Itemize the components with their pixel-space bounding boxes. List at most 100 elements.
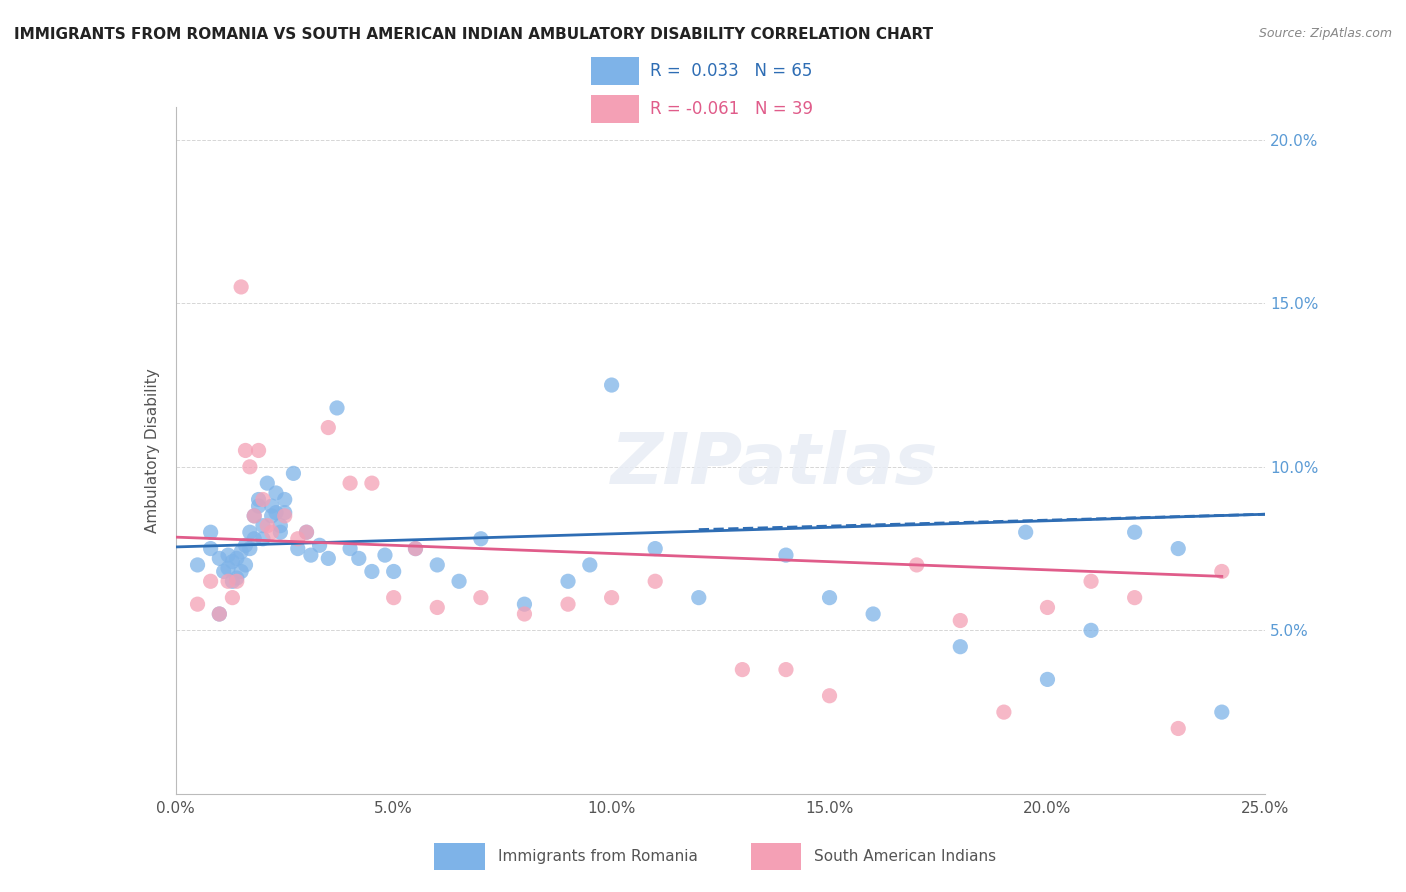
Point: [1167, 722, 1189, 736]
Point: [1211, 705, 1233, 719]
Point: [225, 571, 247, 585]
Point: [256, 518, 278, 533]
Point: [247, 499, 270, 513]
Point: [470, 532, 492, 546]
Point: [775, 663, 797, 677]
Point: [252, 532, 274, 546]
Point: [1080, 624, 1102, 638]
Bar: [434, 843, 485, 870]
Point: [374, 548, 396, 562]
Point: [318, 420, 340, 434]
Point: [557, 574, 579, 589]
Point: [318, 551, 340, 566]
Point: [382, 565, 405, 579]
Point: [1123, 525, 1146, 540]
Point: [287, 541, 309, 556]
Point: [513, 597, 536, 611]
Point: [208, 607, 231, 621]
Bar: [751, 843, 801, 870]
Point: [269, 518, 291, 533]
Point: [200, 574, 222, 589]
Point: [260, 508, 283, 523]
Bar: [592, 57, 638, 86]
Point: [225, 551, 247, 566]
Point: [239, 525, 262, 540]
Point: [231, 280, 253, 294]
Point: [221, 555, 243, 569]
Point: [239, 459, 262, 474]
Point: [905, 558, 928, 572]
Point: [274, 492, 297, 507]
Point: [247, 492, 270, 507]
Point: [600, 591, 623, 605]
Point: [243, 532, 266, 546]
Point: [600, 378, 623, 392]
Point: [208, 551, 231, 566]
Point: [256, 476, 278, 491]
Point: [217, 574, 239, 589]
Point: [283, 467, 305, 481]
Point: [426, 558, 449, 572]
Point: [200, 525, 222, 540]
Point: [235, 558, 257, 572]
Point: [247, 443, 270, 458]
Point: [1036, 600, 1059, 615]
Point: [818, 689, 841, 703]
Point: [326, 401, 349, 415]
Text: ZIPatlas: ZIPatlas: [612, 430, 939, 499]
Point: [243, 508, 266, 523]
Point: [221, 574, 243, 589]
Point: [274, 508, 297, 523]
Point: [447, 574, 470, 589]
Point: [225, 574, 247, 589]
Point: [299, 548, 322, 562]
Point: [308, 538, 330, 552]
Point: [1015, 525, 1038, 540]
Point: [557, 597, 579, 611]
Bar: [592, 95, 638, 123]
Text: Immigrants from Romania: Immigrants from Romania: [498, 849, 697, 863]
Point: [405, 541, 427, 556]
Point: [579, 558, 602, 572]
Point: [200, 541, 222, 556]
Point: [1080, 574, 1102, 589]
Point: [347, 551, 370, 566]
Point: [360, 565, 382, 579]
Point: [1123, 591, 1146, 605]
Point: [862, 607, 884, 621]
Point: [231, 545, 253, 559]
Text: R =  0.033   N = 65: R = 0.033 N = 65: [651, 62, 813, 79]
Point: [775, 548, 797, 562]
Point: [235, 538, 257, 552]
Point: [186, 597, 209, 611]
Point: [235, 443, 257, 458]
Point: [295, 525, 318, 540]
Point: [339, 541, 361, 556]
Point: [287, 532, 309, 546]
Point: [252, 492, 274, 507]
Point: [212, 565, 235, 579]
Point: [1167, 541, 1189, 556]
Point: [264, 506, 287, 520]
Point: [405, 541, 427, 556]
Point: [339, 476, 361, 491]
Point: [993, 705, 1015, 719]
Point: [1036, 673, 1059, 687]
Text: Source: ZipAtlas.com: Source: ZipAtlas.com: [1258, 27, 1392, 40]
Point: [644, 574, 666, 589]
Point: [217, 561, 239, 575]
Point: [818, 591, 841, 605]
Point: [274, 506, 297, 520]
Point: [731, 663, 754, 677]
Point: [186, 558, 209, 572]
Y-axis label: Ambulatory Disability: Ambulatory Disability: [145, 368, 160, 533]
Point: [269, 525, 291, 540]
Point: [644, 541, 666, 556]
Point: [1211, 565, 1233, 579]
Point: [360, 476, 382, 491]
Point: [217, 548, 239, 562]
Point: [208, 607, 231, 621]
Point: [231, 565, 253, 579]
Text: South American Indians: South American Indians: [814, 849, 997, 863]
Point: [221, 591, 243, 605]
